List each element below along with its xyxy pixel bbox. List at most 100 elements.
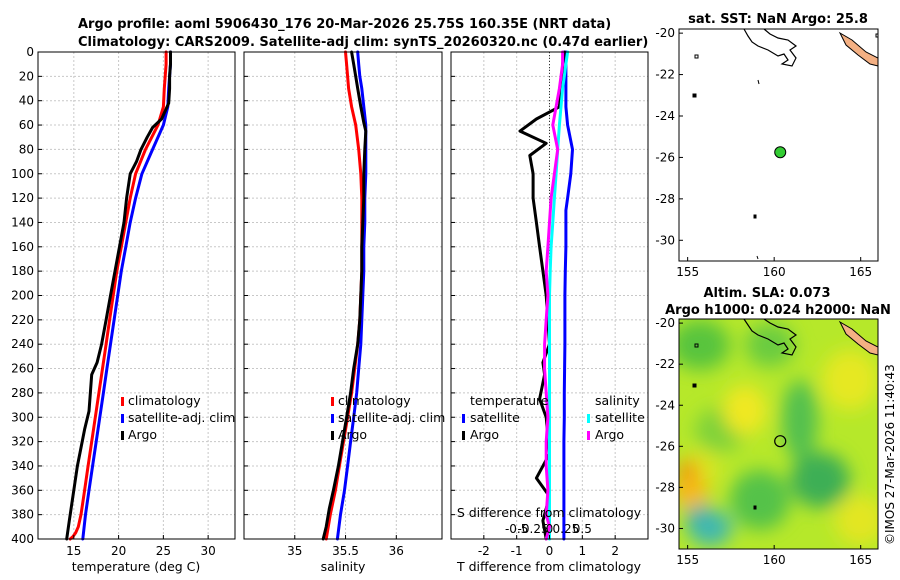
chesterfield-reef [743,28,798,67]
y-tick-label: 380 [11,508,34,522]
y-tick-label: 100 [11,167,34,181]
sla-green-band-1 [679,320,730,370]
map-y-tick-label: -20 [655,316,675,330]
x-tick-label: 35 [287,544,302,558]
x-tick-label: -2 [478,544,490,558]
x-tick-label: 25 [156,544,171,558]
legend-label-argo: Argo [338,427,367,442]
sla-orange-2 [679,460,698,480]
difference-profile-panel: -2 -1 0 1 2 -0.5-0.250 0.250.5 S difference f… [450,50,649,574]
sla-map-title-1: Altim. SLA: 0.073 [704,286,831,301]
sla-orange-1 [679,476,708,508]
temperature-grid [38,52,235,539]
sst-map-title: sat. SST: NaN Argo: 25.8 [688,12,868,27]
sla-green-band-3 [782,380,818,460]
salinity-difference-label: S difference from climatology [457,505,642,520]
legend-label-satellite: satellite-adj. clim [338,410,445,425]
series-line-salinity-argo [543,50,565,541]
sla-heatmap [679,319,878,549]
y-tick-label: 60 [19,118,34,132]
y-tick-label: 260 [11,362,34,376]
salinity-profile-panel: 35 35.5 36 salinity climatology satellite-… [243,50,445,574]
legend-label-sal-satellite: satellite [595,410,645,425]
sla-green-band-4 [790,452,850,508]
legend-label-sal-argo: Argo [595,427,624,442]
x-tick-label: 15 [66,544,81,558]
y-tick-label: 220 [11,313,34,327]
series-line-argo [321,50,368,541]
map-y-tick-label: -26 [655,150,675,164]
y-tick-label: 280 [11,386,34,400]
legend-label-argo: Argo [128,427,157,442]
salinity-lines [321,50,368,541]
y-tick-label: 400 [11,532,34,546]
y-tick-label: 80 [19,142,34,156]
map-x-tick-label: 165 [849,553,872,567]
map-x-tick-label: 155 [676,553,699,567]
reef-islet-5 [756,255,759,260]
salinity-diff-tick-label: 0.5 [573,522,592,536]
series-line-satellite-adj-clim [335,50,368,541]
title-line-2: Climatology: CARS2009. Satellite-adj cli… [78,35,648,50]
y-tick-label: 200 [11,289,34,303]
series-line-climatology [68,50,168,541]
difference-lines [518,50,574,541]
map-y-tick-label: -22 [655,357,675,371]
map-y-tick-label: -24 [655,109,675,123]
y-tick-label: 360 [11,483,34,497]
map-y-tick-label: -28 [655,480,675,494]
map-x-tick-label: 160 [763,265,786,279]
legend-label-satellite: satellite-adj. clim [128,410,235,425]
sla-yellow-3 [835,495,878,545]
salinity-ticks: 35 35.5 36 [244,51,404,558]
y-tick-label: 300 [11,410,34,424]
legend-title-temperature: temperature [470,393,549,408]
sla-islet-2 [692,383,697,388]
legend-title-salinity: salinity [595,393,640,408]
sla-new-caledonia-land [838,320,878,356]
sla-map-ticks: 155 160 165 -20 -22 -24 -26 -28 -30 [655,316,872,567]
y-tick-label: 120 [11,191,34,205]
sla-green-band-5 [730,470,790,530]
legend-swatch-sal-argo [587,431,590,440]
map-x-tick-label: 160 [763,553,786,567]
x-tick-label: 20 [111,544,126,558]
difference-legend: temperature satellite Argo salinity sate… [462,393,645,442]
title-line-1: Argo profile: aoml 5906430_176 20-Mar-20… [78,17,611,32]
salinity-grid [244,52,442,539]
legend-label-climatology: climatology [128,393,201,408]
y-tick-label: 0 [26,45,34,59]
reef-islet-3 [757,79,760,85]
sst-map-frame [678,28,879,262]
salinity-x-label: salinity [321,559,366,574]
sla-chesterfield-reef [743,319,798,356]
map-y-tick-label: -20 [655,26,675,40]
sla-islet-1 [694,343,699,348]
series-line-argo [65,50,172,541]
x-tick-label: 30 [200,544,215,558]
series-line-temperature-satellite [562,50,574,541]
x-tick-label: 35.5 [332,544,359,558]
legend-swatch-temp-argo [462,431,465,440]
reef-islet-4 [753,214,757,219]
legend-swatch-satellite [331,414,334,423]
map-y-tick-label: -30 [655,233,675,247]
temperature-profile-panel: 15 20 25 3002040608010012014016018020022024… [11,45,236,574]
sst-map-ticks: 155 160 165 -20 -22 -24 -26 -28 -30 [655,26,872,279]
legend-swatch-climatology [331,397,334,406]
map-y-tick-label: -30 [655,521,675,535]
sst-argo-float-marker [774,146,787,159]
difference-ticks: -2 -1 0 1 2 [451,51,619,558]
map-y-tick-label: -28 [655,192,675,206]
y-tick-label: 140 [11,215,34,229]
reef-islet-1 [694,54,699,59]
sla-map-frame [678,318,879,550]
x-tick-label: 0 [546,544,554,558]
x-tick-label: -1 [511,544,523,558]
y-tick-label: 20 [19,69,34,83]
y-tick-label: 320 [11,435,34,449]
y-tick-label: 160 [11,240,34,254]
y-tick-label: 40 [19,94,34,108]
imos-credit: ©IMOS 27-Mar-2026 11:40:43 [883,364,897,545]
sla-yellow-1 [723,385,767,435]
